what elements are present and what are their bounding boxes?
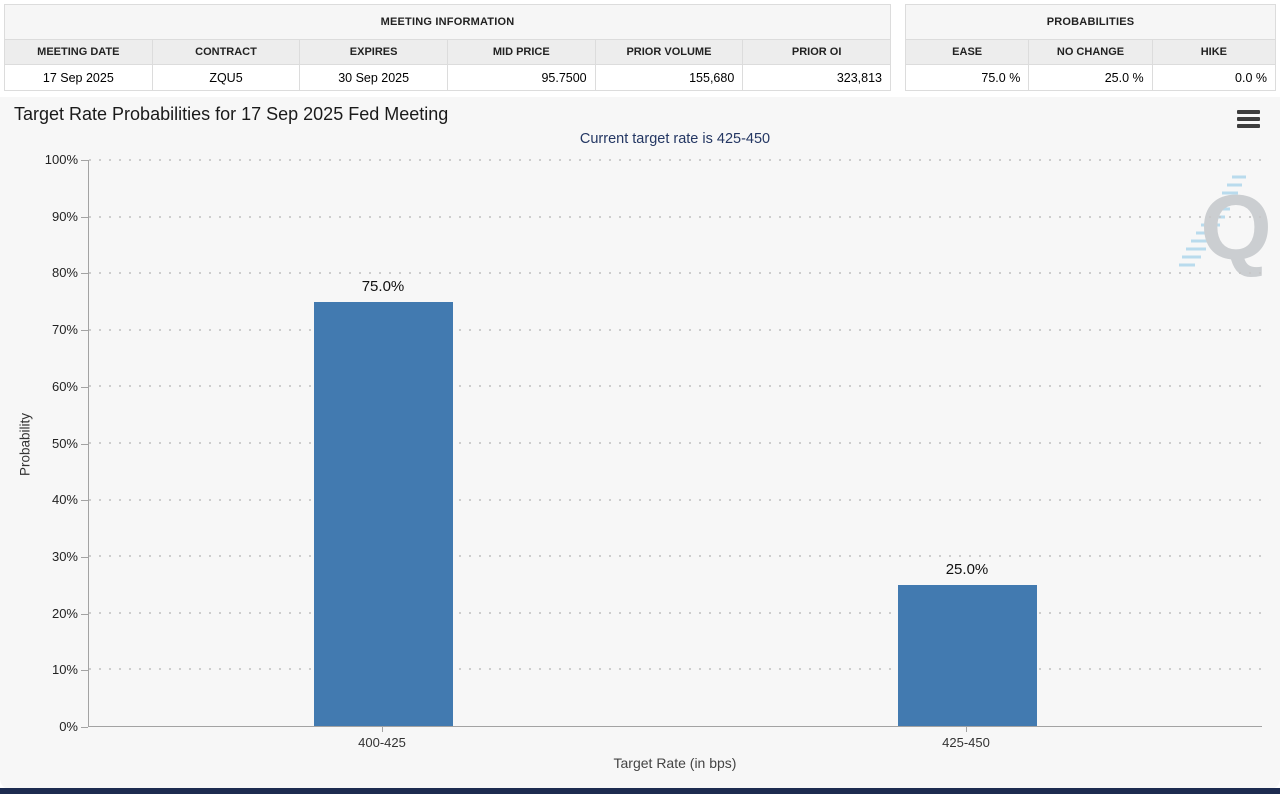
probabilities-table-row: 75.0 % 25.0 % 0.0 % — [904, 64, 1277, 91]
cell-mid-price: 95.7500 — [446, 64, 596, 91]
col-ease: EASE — [904, 39, 1030, 65]
col-contract: CONTRACT — [151, 39, 301, 65]
cell-ease: 75.0 % — [904, 64, 1030, 91]
gridline — [89, 159, 1262, 161]
xtick-mark — [382, 727, 383, 732]
cell-prior-oi: 323,813 — [742, 64, 891, 91]
cell-no-change: 25.0 % — [1028, 64, 1153, 91]
xlabel-425-450: 425-450 — [942, 735, 990, 750]
ytick-mark — [81, 273, 88, 274]
ytick-90: 90% — [51, 209, 78, 224]
bar-400-425[interactable] — [314, 301, 453, 726]
chart-panel: Target Rate Probabilities for 17 Sep 202… — [0, 97, 1280, 789]
bottom-accent-bar — [0, 788, 1280, 794]
col-no-change: NO CHANGE — [1028, 39, 1153, 65]
xlabel-400-425: 400-425 — [358, 735, 406, 750]
ytick-mark — [81, 670, 88, 671]
hamburger-bar — [1237, 110, 1260, 114]
ytick-60: 60% — [51, 379, 78, 394]
probabilities-table-title: PROBABILITIES — [905, 4, 1276, 40]
gridline — [89, 215, 1262, 218]
ytick-20: 20% — [51, 606, 78, 621]
cell-expires: 30 Sep 2025 — [299, 64, 448, 91]
ytick-30: 30% — [51, 549, 78, 564]
x-axis-title: Target Rate (in bps) — [613, 755, 737, 771]
col-prior-volume: PRIOR VOLUME — [594, 39, 744, 65]
gridline — [89, 498, 1262, 501]
probabilities-table: PROBABILITIES EASE NO CHANGE HIKE 75.0 %… — [904, 4, 1277, 91]
gridline — [89, 442, 1262, 444]
cell-contract: ZQU5 — [151, 64, 301, 91]
cell-meeting-date: 17 Sep 2025 — [4, 64, 153, 91]
chart-title: Target Rate Probabilities for 17 Sep 202… — [14, 104, 449, 124]
ytick-mark — [81, 160, 88, 161]
gridline — [89, 668, 1262, 671]
col-meeting-date: MEETING DATE — [4, 39, 153, 65]
ytick-40: 40% — [51, 492, 78, 507]
cell-hike: 0.0 % — [1151, 64, 1277, 91]
ytick-mark — [81, 330, 88, 331]
ytick-mark — [81, 217, 88, 218]
meeting-information-table: MEETING INFORMATION MEETING DATE CONTRAC… — [4, 4, 891, 91]
col-expires: EXPIRES — [299, 39, 448, 65]
ytick-70: 70% — [51, 322, 78, 337]
hamburger-bar — [1237, 124, 1260, 128]
ytick-80: 80% — [51, 265, 78, 280]
ytick-10: 10% — [51, 662, 78, 677]
svg-text:Q: Q — [1200, 177, 1272, 279]
gridline — [89, 328, 1262, 331]
gridline — [89, 272, 1262, 275]
ytick-mark — [81, 614, 88, 615]
gridline — [89, 611, 1262, 614]
ytick-mark — [81, 727, 88, 728]
hamburger-bar — [1237, 117, 1260, 121]
ytick-100: 100% — [44, 152, 78, 167]
meeting-table-title: MEETING INFORMATION — [4, 4, 891, 40]
col-prior-oi: PRIOR OI — [742, 39, 891, 65]
ytick-0: 0% — [59, 719, 78, 734]
chart-subtitle: Current target rate is 425-450 — [579, 131, 771, 147]
bar-425-450[interactable] — [898, 584, 1037, 726]
bar-label-425-450: 25.0% — [945, 560, 989, 578]
plot-area: 75.0% 25.0% — [88, 159, 1262, 727]
ytick-mark — [81, 387, 88, 388]
col-mid-price: MID PRICE — [446, 39, 596, 65]
ytick-mark — [81, 557, 88, 558]
meeting-table-row: 17 Sep 2025 ZQU5 30 Sep 2025 95.7500 155… — [4, 64, 891, 91]
xtick-mark — [966, 727, 967, 732]
ytick-mark — [81, 444, 88, 445]
ytick-mark — [81, 500, 88, 501]
bar-label-400-425: 75.0% — [361, 277, 405, 295]
ytick-50: 50% — [51, 436, 78, 451]
gridline — [89, 555, 1262, 558]
hamburger-menu-icon[interactable] — [1237, 110, 1260, 128]
cell-prior-volume: 155,680 — [594, 64, 744, 91]
col-hike: HIKE — [1151, 39, 1277, 65]
gridline — [89, 385, 1262, 388]
